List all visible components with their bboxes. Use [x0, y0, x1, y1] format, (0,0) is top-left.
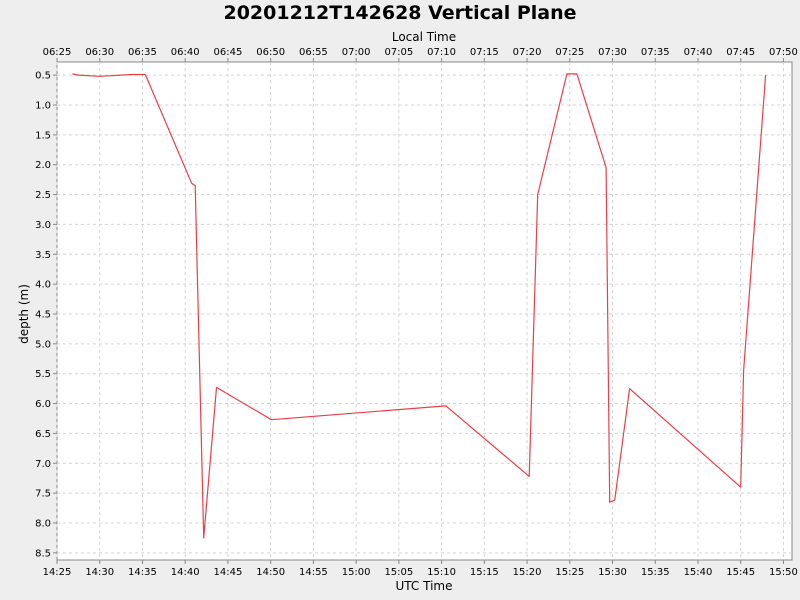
top-tick-label: 07:30 — [598, 47, 627, 58]
top-tick-label: 07:05 — [384, 47, 413, 58]
x-tick-label: 14:50 — [256, 567, 285, 578]
top-tick-label: 07:40 — [684, 47, 713, 58]
y-tick-label: 6.5 — [35, 429, 51, 440]
x-tick-label: 15:20 — [513, 567, 542, 578]
top-tick-label: 07:25 — [555, 47, 584, 58]
x-tick-label: 14:35 — [128, 567, 157, 578]
x-tick-label: 14:40 — [171, 567, 200, 578]
x-tick-label: 15:40 — [684, 567, 713, 578]
x-tick-label: 15:50 — [769, 567, 798, 578]
x-tick-label: 15:35 — [641, 567, 670, 578]
top-tick-label: 06:50 — [256, 47, 285, 58]
top-axis-label: Local Time — [392, 30, 456, 44]
top-tick-label: 07:10 — [427, 47, 456, 58]
x-tick-label: 14:55 — [299, 567, 328, 578]
x-tick-label: 15:10 — [427, 567, 456, 578]
x-tick-label: 15:45 — [726, 567, 755, 578]
x-axis-ticks: 14:25 14:30 14:35 14:40 14:45 14:50 14:55 15:00… — [43, 560, 798, 578]
y-tick-label: 8.5 — [35, 548, 51, 559]
y-tick-label: 3.5 — [35, 250, 51, 261]
x-tick-label: 15:05 — [384, 567, 413, 578]
y-tick-label: 5.5 — [35, 369, 51, 380]
plot-area — [56, 61, 793, 561]
x-axis-label: UTC Time — [396, 579, 453, 593]
top-tick-label: 07:20 — [513, 47, 542, 58]
y-tick-label: 4.5 — [35, 309, 51, 320]
top-tick-label: 06:45 — [214, 47, 243, 58]
y-tick-label: 2.5 — [35, 190, 51, 201]
top-tick-label: 06:25 — [43, 47, 72, 58]
x-tick-label: 15:15 — [470, 567, 499, 578]
y-axis-ticks: 0.5 1.0 1.5 2.0 2.5 3.0 3.5 4.0 4.5 5.0 5.5 6.0 6.5 7… — [35, 71, 57, 559]
top-axis-ticks: 06:25 06:30 06:35 06:40 06:45 06:50 06:55 07:00… — [43, 47, 798, 62]
y-tick-label: 4.0 — [35, 280, 51, 291]
y-tick-label: 5.0 — [35, 339, 51, 350]
x-tick-label: 15:00 — [342, 567, 371, 578]
top-tick-label: 07:50 — [769, 47, 798, 58]
top-tick-label: 07:00 — [342, 47, 371, 58]
x-tick-label: 15:25 — [555, 567, 584, 578]
top-tick-label: 07:45 — [726, 47, 755, 58]
series-layer — [72, 73, 767, 539]
grid — [56, 62, 792, 560]
y-tick-label: 7.5 — [35, 489, 51, 500]
y-tick-label: 2.0 — [35, 160, 51, 171]
top-tick-label: 07:15 — [470, 47, 499, 58]
top-tick-label: 06:30 — [85, 47, 114, 58]
series-line-0 — [72, 73, 767, 539]
top-tick-label: 06:40 — [171, 47, 200, 58]
y-tick-label: 0.5 — [35, 71, 51, 82]
y-tick-label: 1.0 — [35, 100, 51, 111]
y-tick-label: 8.0 — [35, 518, 51, 529]
y-tick-label: 7.0 — [35, 459, 51, 470]
x-tick-label: 14:25 — [43, 567, 72, 578]
top-tick-label: 06:35 — [128, 47, 157, 58]
top-tick-label: 07:35 — [641, 47, 670, 58]
x-tick-label: 15:30 — [598, 567, 627, 578]
top-tick-label: 06:55 — [299, 47, 328, 58]
y-tick-label: 3.0 — [35, 220, 51, 231]
chart-title: 20201212T142628 Vertical Plane — [223, 2, 576, 24]
x-tick-label: 14:45 — [214, 567, 243, 578]
y-tick-label: 6.0 — [35, 399, 51, 410]
x-tick-label: 14:30 — [85, 567, 114, 578]
y-tick-label: 1.5 — [35, 130, 51, 141]
y-axis-label: depth (m) — [17, 284, 31, 344]
